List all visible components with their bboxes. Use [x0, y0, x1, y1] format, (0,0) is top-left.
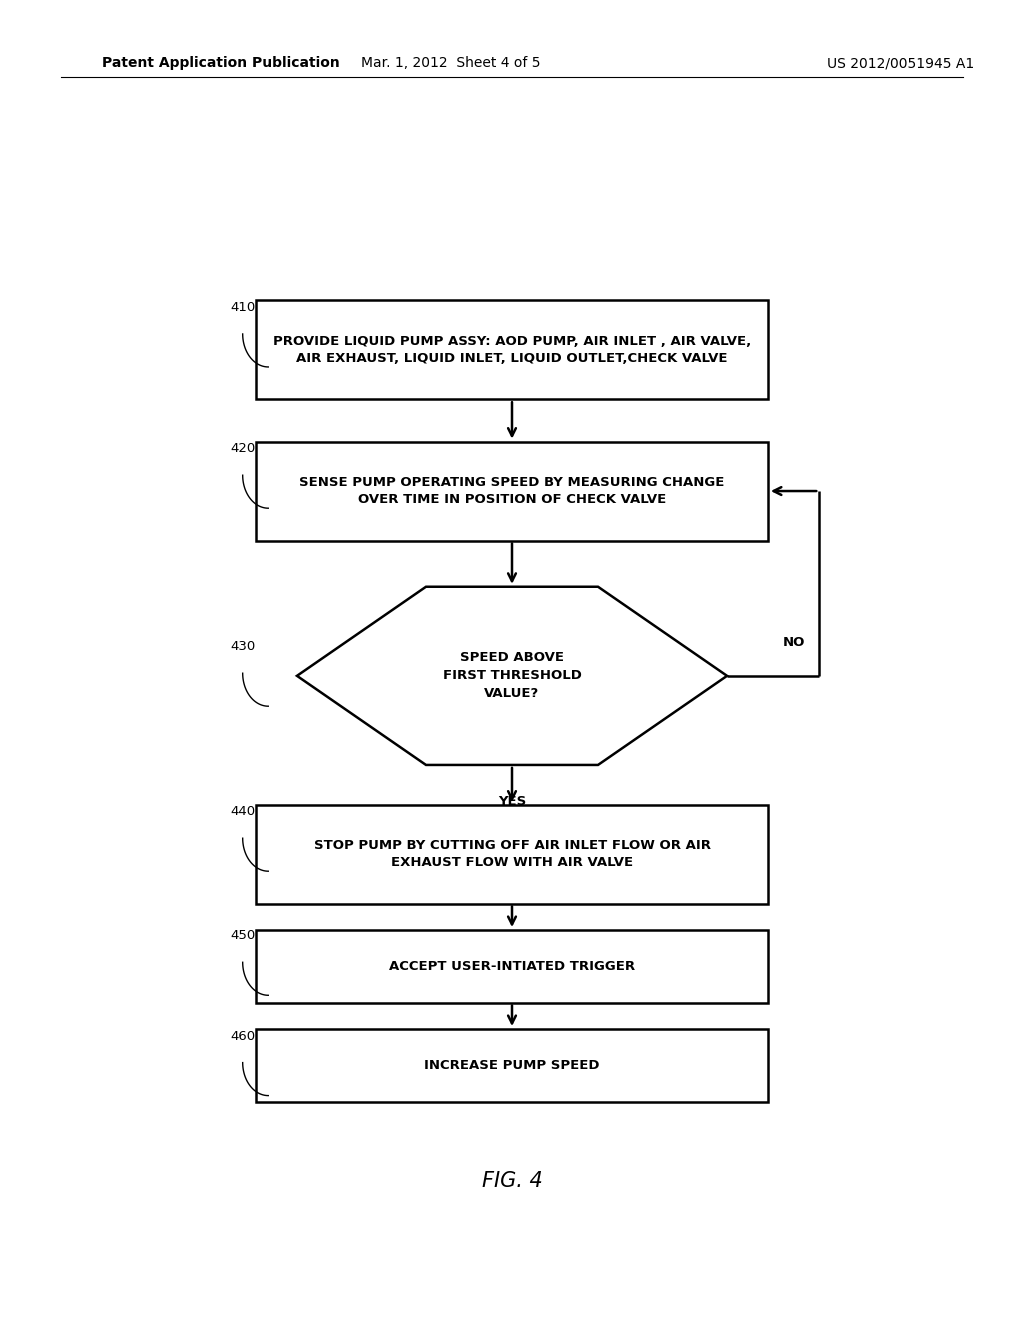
Bar	[256, 1030, 768, 1101]
Text: Patent Application Publication: Patent Application Publication	[102, 57, 340, 70]
Text: Mar. 1, 2012  Sheet 4 of 5: Mar. 1, 2012 Sheet 4 of 5	[360, 57, 541, 70]
Text: 440: 440	[230, 805, 256, 818]
Bar	[256, 441, 768, 541]
Bar	[256, 300, 768, 399]
Text: 450: 450	[230, 929, 256, 942]
Text: YES: YES	[498, 796, 526, 808]
Text: US 2012/0051945 A1: US 2012/0051945 A1	[827, 57, 975, 70]
Text: NO: NO	[782, 636, 805, 649]
Bar	[256, 804, 768, 903]
Polygon shape	[297, 586, 727, 766]
Text: 420: 420	[230, 442, 256, 455]
Text: PROVIDE LIQUID PUMP ASSY: AOD PUMP, AIR INLET , AIR VALVE,
AIR EXHAUST, LIQUID I: PROVIDE LIQUID PUMP ASSY: AOD PUMP, AIR …	[272, 335, 752, 364]
Text: SENSE PUMP OPERATING SPEED BY MEASURING CHANGE
OVER TIME IN POSITION OF CHECK VA: SENSE PUMP OPERATING SPEED BY MEASURING …	[299, 477, 725, 506]
Text: 460: 460	[230, 1030, 256, 1043]
Text: STOP PUMP BY CUTTING OFF AIR INLET FLOW OR AIR
EXHAUST FLOW WITH AIR VALVE: STOP PUMP BY CUTTING OFF AIR INLET FLOW …	[313, 840, 711, 869]
Text: 430: 430	[230, 640, 256, 653]
Text: INCREASE PUMP SPEED: INCREASE PUMP SPEED	[424, 1059, 600, 1072]
Text: FIG. 4: FIG. 4	[481, 1171, 543, 1192]
Text: 410: 410	[230, 301, 256, 314]
Text: SPEED ABOVE
FIRST THRESHOLD
VALUE?: SPEED ABOVE FIRST THRESHOLD VALUE?	[442, 651, 582, 701]
Text: ACCEPT USER-INTIATED TRIGGER: ACCEPT USER-INTIATED TRIGGER	[389, 960, 635, 973]
Bar	[256, 929, 768, 1003]
